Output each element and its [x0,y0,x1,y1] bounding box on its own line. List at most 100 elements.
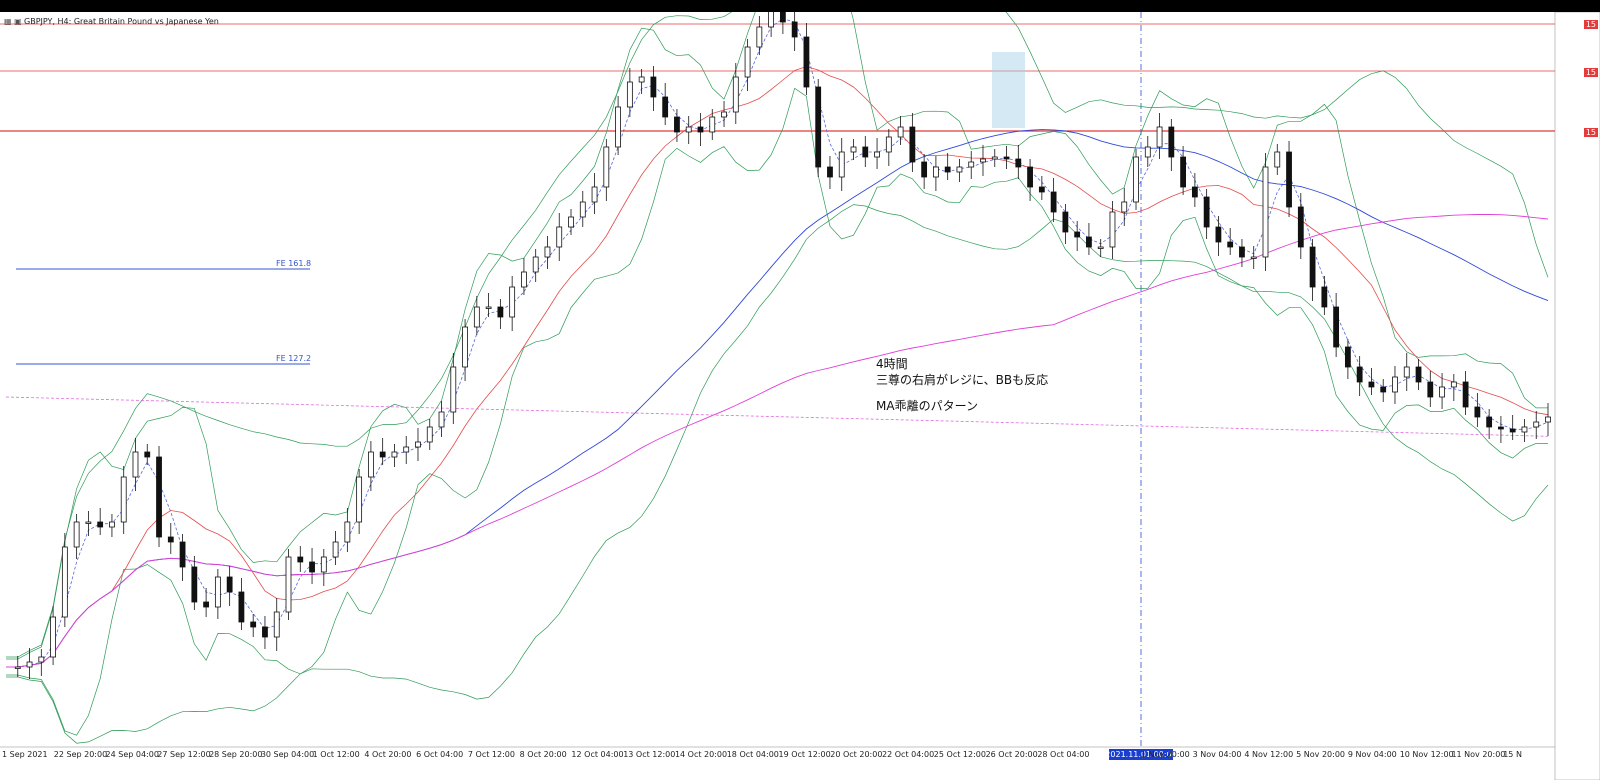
candle-body [1203,196,1210,228]
candle-body [214,576,221,608]
candle-body [1027,166,1033,188]
candle-body [391,451,398,458]
candle-body [109,521,115,528]
fe-127-label: FE 127.2 [276,354,311,363]
candle-body [26,661,33,668]
x-tick-label: 14 Oct 20:00 [675,750,727,759]
x-tick-label: 10 Nov 12:00 [1400,750,1454,759]
candle-body [1133,156,1139,203]
price-axis[interactable] [1554,12,1600,780]
candle-body [1427,381,1434,398]
candle-body [1380,386,1387,393]
candle-body [532,256,539,273]
candle-body [980,158,986,163]
candle-body [485,306,492,309]
candle-body [732,76,739,113]
candle-body [1003,156,1010,160]
x-tick-label: 9 Nov 04:00 [1348,750,1397,759]
candle-body [650,76,657,98]
x-tick-label: 20 Oct 20:00 [830,750,882,759]
candle-body [591,186,598,203]
candle-body [1297,206,1304,248]
ma-magenta [6,214,1549,668]
price-tag-1: 15 [1583,20,1598,29]
candle-body [1180,156,1186,188]
fe-161-label: FE 161.8 [276,259,311,268]
candle-body [61,546,68,618]
ma-red [6,66,1549,668]
candle-body [968,161,975,168]
candle-body [144,451,151,458]
bb-upper-long [6,12,1549,658]
candle-body [756,26,763,48]
time-marker-label: 2021.11.01 00:00 [1105,750,1176,759]
candle-body [897,126,904,138]
chart-area[interactable]: FE 161.8 FE 127.2 2021.11.01 00:00 1 Sep 20… [0,12,1600,780]
highlight-box[interactable] [992,52,1025,128]
candle-body [1321,286,1328,308]
candle-body [250,621,257,628]
x-tick-label: 12 Oct 04:00 [571,750,623,759]
candle-body [1415,366,1422,383]
candle-body [662,96,669,118]
candle-body [462,326,468,368]
candle-body [874,151,880,158]
candle-body [803,36,810,88]
candle-body [309,561,315,573]
candle-body [697,126,704,133]
candle-body [1309,246,1316,288]
candle-body [1074,231,1081,238]
candle-body [191,566,198,603]
window-icons[interactable]: ▦ ▣ [4,17,22,26]
x-tick-label: 19 Oct 12:00 [779,750,831,759]
candle-body [179,541,186,568]
candle-body [1144,146,1151,158]
candle-body [297,556,304,563]
price-tag-2: 15 [1583,68,1598,77]
bb-lower-short [6,87,1548,736]
candle-body [1533,421,1540,428]
x-tick-label: 18 Oct 04:00 [727,750,779,759]
x-tick-label: 28 Oct 04:00 [1037,750,1089,759]
candle-body [473,306,480,328]
candle-body [709,116,716,133]
x-tick-label: 22 Oct 04:00 [882,750,934,759]
x-tick-label: 22 Sep 20:00 [54,750,107,759]
x-tick-label: 4 Oct 20:00 [364,750,411,759]
candle-body [1062,211,1069,233]
candle-body [1015,158,1022,168]
ma-magenta-dashed [5,396,1549,437]
candle-body [721,111,727,118]
candle-body [991,156,998,160]
candle-body [1403,366,1410,378]
x-tick-label: 24 Sep 04:00 [106,750,159,759]
candle-body [1156,126,1163,148]
candle-body [791,21,798,38]
candle-body [1168,126,1175,158]
candle-body [1474,406,1481,418]
candle-body [1333,306,1340,348]
price-tag-3: 15 [1583,128,1598,137]
bb-upper-short [6,12,1548,660]
candle-body [956,166,963,173]
candle-body [497,306,504,318]
candle-body [850,146,857,153]
candle-body [97,521,104,528]
x-tick-label: 6 Oct 04:00 [416,750,463,759]
x-tick-label: 30 Sep 04:00 [261,750,314,759]
candle-body [450,366,457,413]
candle-body [1250,256,1257,259]
candle-body [1086,236,1092,248]
x-tick-label: 15 N [1503,750,1522,759]
candle-body [1215,226,1222,243]
price-chart[interactable]: FE 161.8 FE 127.2 2021.11.01 00:00 1 Sep 20… [0,12,1600,780]
candle-body [73,521,80,548]
candle-body [1050,191,1057,213]
candle-body [1439,386,1445,398]
candle-body [226,576,233,593]
ma-fast [6,18,1549,668]
candle-body [120,476,127,523]
x-tick-label: 3 Nov 04:00 [1193,750,1242,759]
candle-body [909,126,916,163]
